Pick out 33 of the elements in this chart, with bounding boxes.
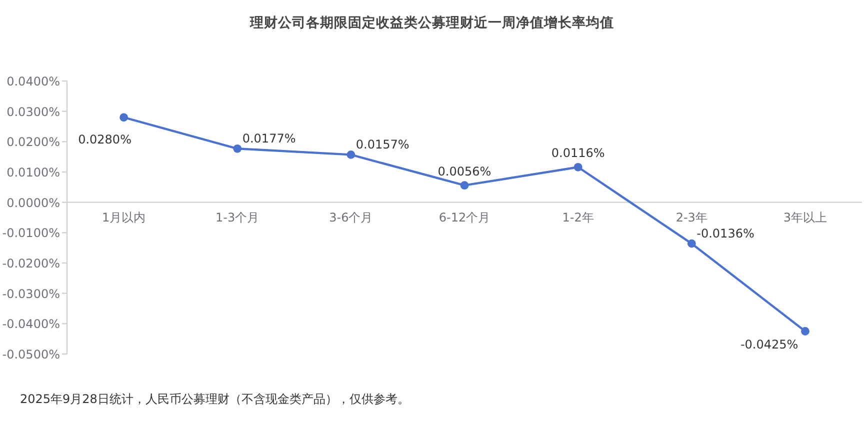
point: [346, 150, 356, 159]
point: [574, 162, 582, 172]
data-label: 0.0056%: [438, 164, 492, 178]
point: [120, 113, 128, 122]
data-label: 0.0280%: [78, 132, 132, 146]
y-tick-label: 0.0100%: [6, 166, 60, 180]
x-tick-label: 1-2年: [562, 210, 594, 224]
x-tick-label: 6-12个月: [438, 210, 490, 224]
data-label: 0.0116%: [551, 146, 605, 160]
data-label: 0.0157%: [356, 138, 410, 152]
data-label: -0.0136%: [696, 226, 754, 241]
title: 理财公司各期限固定收益类公募理财近一周净值增长率均值: [250, 15, 614, 31]
y-tick-label: -0.0100%: [2, 226, 60, 240]
y-tick-label: 0.0400%: [6, 74, 60, 88]
data-label: -0.0425%: [740, 337, 798, 352]
point: [687, 239, 696, 248]
x-tick-label: 1月以内: [102, 210, 146, 224]
y-tick-label: -0.0200%: [2, 256, 60, 270]
y-tick-label: -0.0400%: [2, 317, 60, 332]
annotation: 2025年9月28日统计，人民币公募理财（不含现金类产品），仅供参考。: [20, 392, 410, 406]
y-tick-label: 0.0300%: [6, 104, 60, 119]
data-label: 0.0177%: [242, 132, 296, 146]
x-tick-label: 3年以上: [783, 210, 828, 224]
y-tick-label: -0.0500%: [2, 348, 60, 362]
point: [233, 144, 242, 153]
point: [460, 181, 469, 190]
y-tick-label: -0.0300%: [2, 286, 60, 301]
point: [801, 327, 810, 336]
y-tick-label: 0.0200%: [6, 135, 60, 150]
x-tick-label: 2-3年: [676, 210, 708, 224]
x-tick-label: 3-6个月: [329, 210, 373, 224]
x-tick-label: 1-3个月: [216, 210, 260, 224]
y-tick-label: 0.0000%: [6, 196, 60, 210]
